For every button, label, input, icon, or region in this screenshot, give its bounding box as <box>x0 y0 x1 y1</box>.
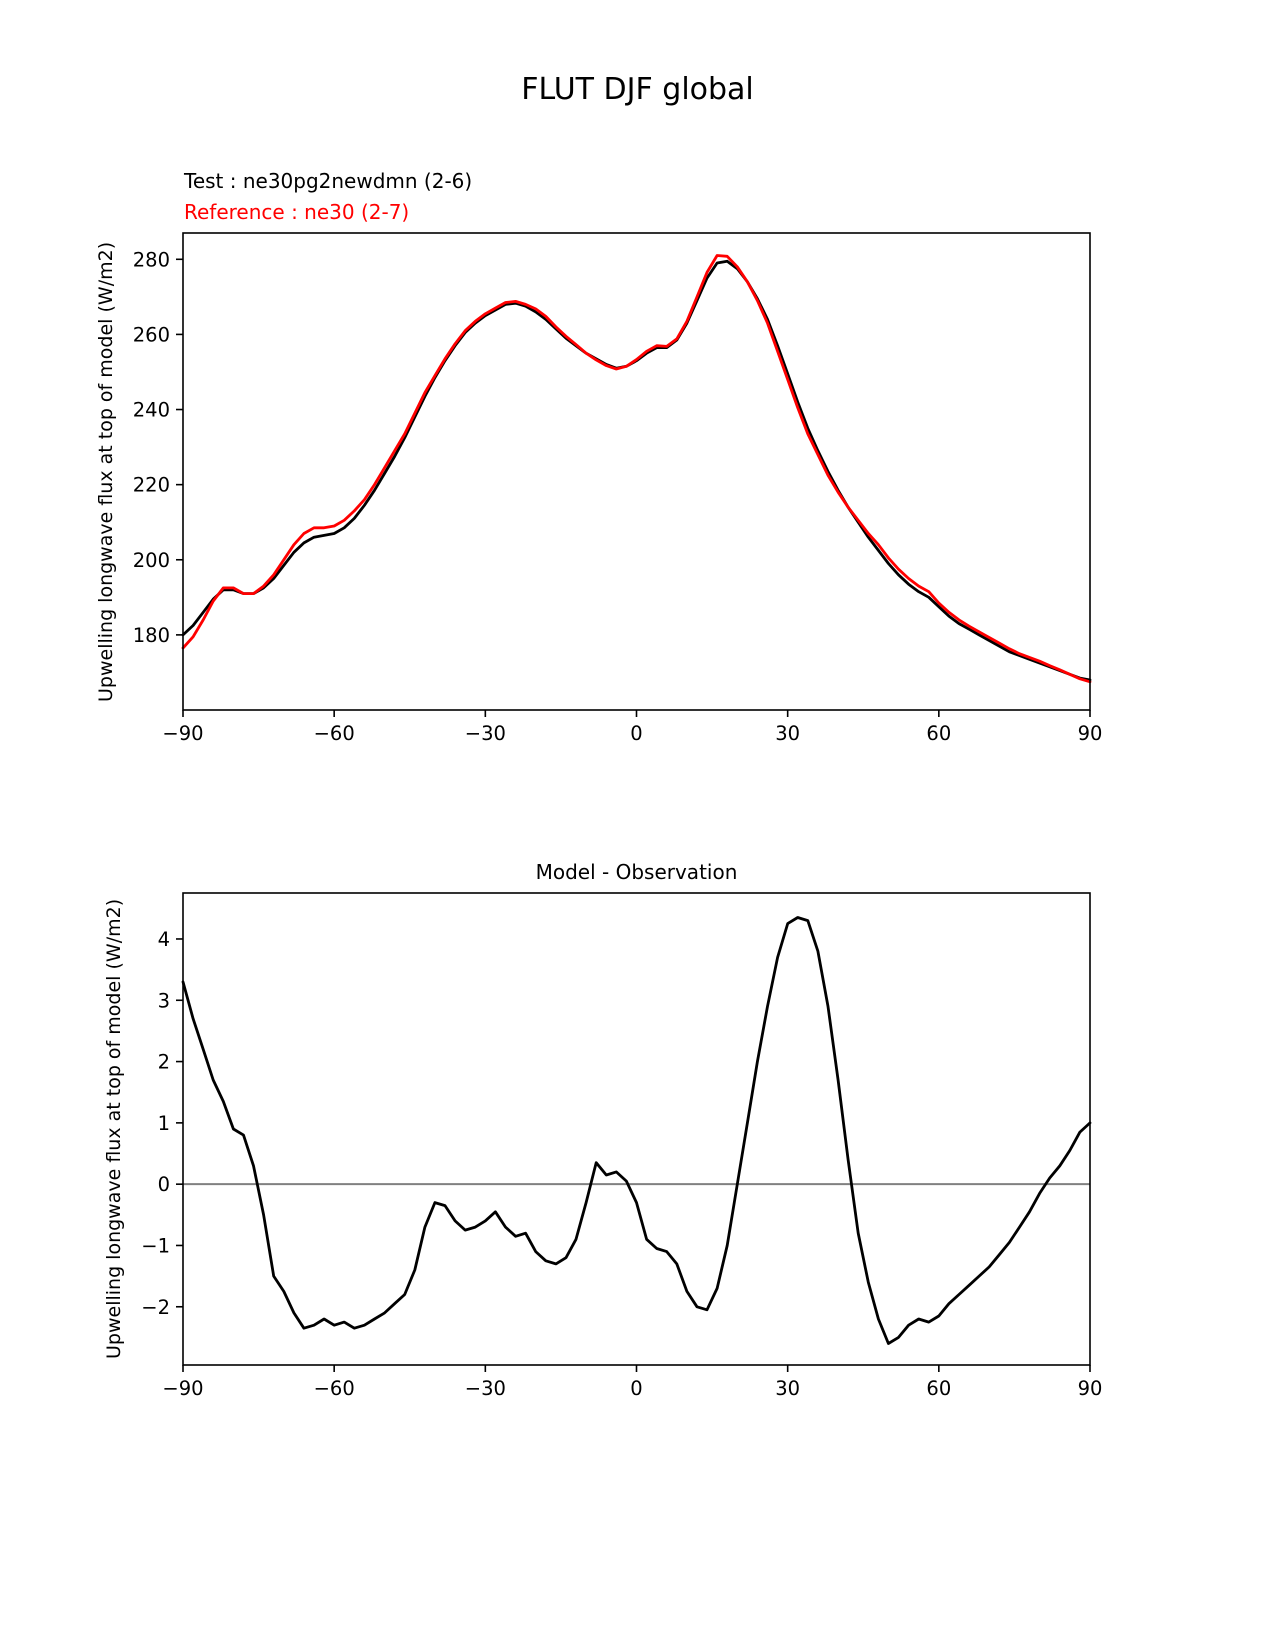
y-tick-label: 240 <box>133 399 170 422</box>
x-tick-label: −30 <box>465 1377 506 1400</box>
axes-frame <box>182 892 1091 1366</box>
x-tick-label: −30 <box>465 722 506 745</box>
y-tick-label: 200 <box>133 549 170 572</box>
series-reference <box>181 254 1092 684</box>
x-tick-label: 30 <box>775 1377 800 1400</box>
x-tick-label: 90 <box>1078 722 1103 745</box>
y-tick-label: −2 <box>141 1296 170 1319</box>
x-tick-label: 60 <box>926 1377 951 1400</box>
y-tick-label: 4 <box>158 928 170 951</box>
y-tick-label: 1 <box>158 1112 170 1135</box>
legend-reference-label: Reference : ne30 (2-7) <box>184 200 410 224</box>
x-tick-label: −60 <box>314 1377 355 1400</box>
series-difference <box>181 916 1092 1345</box>
x-tick-label: 90 <box>1078 1377 1103 1400</box>
bottom-chart-title: Model - Observation <box>535 860 738 884</box>
legend: Test : ne30pg2newdmn (2-6) Reference : n… <box>184 166 472 228</box>
y-tick-label: 3 <box>158 989 170 1012</box>
axes-frame <box>182 232 1091 711</box>
x-tick-label: 0 <box>630 1377 642 1400</box>
y-tick-label: 220 <box>133 474 170 497</box>
x-tick-label: −90 <box>162 1377 203 1400</box>
y-tick-label: 0 <box>158 1173 170 1196</box>
y-tick-label: −1 <box>141 1234 170 1257</box>
x-tick-label: 60 <box>926 722 951 745</box>
x-tick-label: −90 <box>162 722 203 745</box>
y-tick-label: 180 <box>133 624 170 647</box>
y-tick-label: 2 <box>158 1051 170 1074</box>
x-tick-label: −60 <box>314 722 355 745</box>
x-tick-label: 30 <box>775 722 800 745</box>
legend-test-label: Test : ne30pg2newdmn (2-6) <box>184 169 473 193</box>
y-tick-label: 260 <box>133 323 170 346</box>
x-tick-label: 0 <box>630 722 642 745</box>
figure-title: FLUT DJF global <box>521 72 754 107</box>
y-tick-label: 280 <box>133 248 170 271</box>
